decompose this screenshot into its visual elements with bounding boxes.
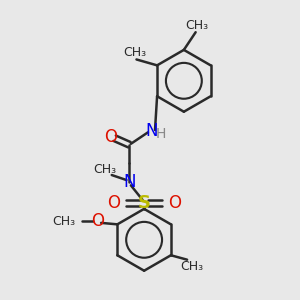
Text: CH₃: CH₃ — [53, 214, 76, 228]
Text: O: O — [91, 212, 104, 230]
Text: O: O — [104, 128, 117, 146]
Text: CH₃: CH₃ — [180, 260, 203, 273]
Text: O: O — [169, 194, 182, 212]
Text: N: N — [145, 122, 158, 140]
Text: CH₃: CH₃ — [123, 46, 147, 59]
Text: CH₃: CH₃ — [93, 163, 116, 176]
Text: N: N — [123, 173, 136, 191]
Text: CH₃: CH₃ — [185, 19, 209, 32]
Text: H: H — [156, 128, 166, 141]
Text: S: S — [138, 194, 151, 212]
Text: O: O — [107, 194, 120, 212]
